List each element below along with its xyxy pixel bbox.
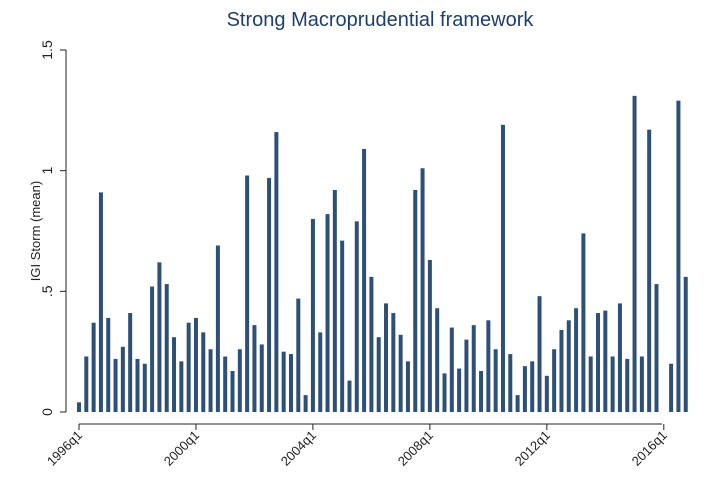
bar <box>515 395 520 412</box>
x-tick-label: 2016q1 <box>629 428 670 469</box>
bar <box>369 276 374 412</box>
bar <box>223 356 228 412</box>
bar <box>552 349 557 412</box>
bar <box>384 303 389 412</box>
bar <box>588 356 593 412</box>
bar <box>172 337 177 412</box>
bar <box>405 361 410 412</box>
bar <box>113 358 118 412</box>
bar <box>340 240 345 412</box>
bar <box>610 356 615 412</box>
bar <box>252 325 257 412</box>
bar <box>215 245 220 412</box>
bar <box>157 262 162 412</box>
bar <box>281 351 286 412</box>
bar <box>376 337 381 412</box>
bar <box>632 95 637 412</box>
bar <box>267 177 272 412</box>
bar <box>230 370 235 412</box>
x-tick-label: 2004q1 <box>278 428 319 469</box>
x-tick-label: 2008q1 <box>395 428 436 469</box>
bar <box>457 368 462 412</box>
bar <box>398 334 403 412</box>
bar <box>603 310 608 412</box>
bar <box>413 189 418 412</box>
bar <box>77 402 81 412</box>
bar <box>471 325 476 412</box>
bar <box>325 214 330 412</box>
bar <box>91 322 96 412</box>
bar <box>596 313 601 412</box>
bar <box>676 100 681 413</box>
bar <box>362 148 367 413</box>
bar <box>332 189 337 412</box>
y-tick-label: .5 <box>39 285 55 297</box>
bar <box>208 349 213 412</box>
x-tick-label: 2012q1 <box>512 428 553 469</box>
bar <box>186 322 191 412</box>
bar <box>120 346 125 412</box>
bar <box>654 284 659 412</box>
bar <box>683 276 688 412</box>
bar <box>508 354 513 412</box>
bar <box>617 303 622 412</box>
bar <box>464 339 469 412</box>
bar <box>669 363 674 412</box>
bar <box>581 233 586 412</box>
bar <box>493 349 498 412</box>
x-tick-label: 1996q1 <box>44 428 85 469</box>
bar <box>420 168 425 412</box>
bar <box>150 286 155 412</box>
bar <box>259 344 264 412</box>
bar <box>566 320 571 412</box>
bar <box>479 370 484 412</box>
bar <box>625 358 630 412</box>
chart-title: Strong Macroprudential framework <box>227 9 535 31</box>
bar <box>522 366 527 412</box>
bar <box>354 221 359 412</box>
bar <box>106 317 111 412</box>
bar <box>201 332 206 412</box>
bar <box>544 375 549 412</box>
bar <box>288 354 293 412</box>
bar <box>237 349 242 412</box>
bar <box>537 296 542 412</box>
bar <box>639 356 644 412</box>
bar <box>135 358 140 412</box>
bar <box>559 329 564 412</box>
y-axis-label: IGI Storm (mean) <box>28 181 43 281</box>
bar <box>449 327 454 412</box>
bar <box>391 313 396 412</box>
bar <box>164 284 169 412</box>
bar <box>274 132 279 412</box>
bar <box>500 124 505 413</box>
bar <box>128 313 133 412</box>
bar <box>142 363 147 412</box>
bar <box>427 259 432 412</box>
bar <box>193 317 198 412</box>
bar <box>574 308 579 412</box>
bar <box>486 320 491 412</box>
bar <box>84 356 89 412</box>
x-tick-label: 2000q1 <box>161 428 202 469</box>
bar <box>347 380 352 412</box>
bar <box>310 218 315 412</box>
bar <box>98 192 103 412</box>
y-tick-label: 1 <box>39 167 55 175</box>
bar <box>318 332 323 412</box>
y-tick-label: 0 <box>39 408 55 416</box>
bar <box>647 129 652 412</box>
bar <box>530 361 535 412</box>
bar <box>179 361 184 412</box>
bar <box>303 395 308 412</box>
bar <box>296 298 301 412</box>
y-tick-label: 1.5 <box>39 40 55 60</box>
bar <box>442 373 447 412</box>
bar <box>245 175 250 412</box>
bar <box>435 308 440 412</box>
